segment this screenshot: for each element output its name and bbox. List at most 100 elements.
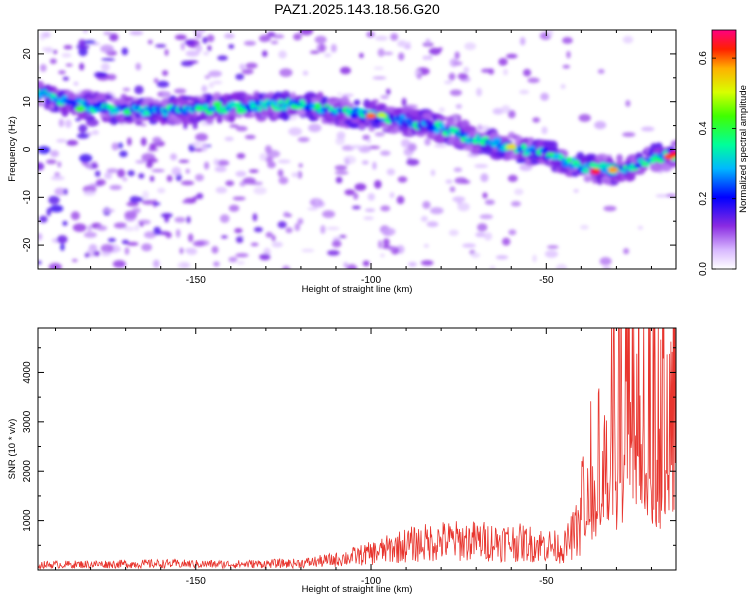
spectrogram-noise-blob [87, 224, 92, 232]
spectrogram-noise-blob [386, 168, 396, 176]
spectrogram-noise-blob [271, 234, 276, 242]
spectrogram-noise-blob [107, 237, 116, 243]
spectrogram-noise-blob [187, 60, 199, 64]
spectrogram-noise-blob [488, 68, 495, 75]
spectrogram-noise-blob [119, 150, 128, 158]
spectrogram-noise-blob [297, 218, 304, 225]
snr-x-tick-label: -100 [361, 576, 381, 587]
spectrogram-noise-blob [157, 187, 166, 194]
spectrogram-noise-blob [373, 66, 384, 70]
spectrogram-noise-blob [48, 262, 62, 269]
spectrogram-noise-blob [50, 150, 60, 158]
spectrogram-noise-blob [196, 193, 204, 200]
spectrogram-noise-blob [354, 183, 367, 191]
spectrogram-noise-blob [211, 246, 219, 254]
spectrogram-noise-blob [470, 252, 481, 258]
spectrogram-noise-blob [398, 52, 405, 61]
spectrogram-noise-blob [501, 105, 511, 114]
spectrogram-noise-blob [228, 256, 238, 263]
spectrogram-noise-blob [179, 247, 184, 255]
spectrogram-noise-blob [109, 33, 119, 42]
spectrogram-noise-blob [152, 259, 160, 268]
spectrogram-y-tick-label: 10 [22, 96, 33, 108]
spectrogram-noise-blob [449, 186, 456, 193]
spectrogram-noise-blob [507, 174, 518, 183]
spectrogram-noise-blob [361, 160, 369, 165]
spectrogram-noise-blob [637, 225, 644, 230]
spectrogram-noise-blob [219, 214, 230, 223]
spectrogram-noise-blob [397, 176, 408, 183]
spectrogram-noise-blob [452, 196, 466, 203]
spectrogram-noise-blob [56, 138, 67, 143]
snr-y-tick-label: 1000 [22, 509, 33, 532]
spectrogram-noise-blob [204, 161, 210, 170]
spectrogram-noise-blob [532, 254, 537, 263]
snr-y-tick-label: 3000 [22, 410, 33, 433]
spectrogram-noise-blob [477, 124, 483, 131]
spectrogram-noise-blob [62, 220, 68, 226]
spectrogram-noise-blob [83, 40, 96, 44]
spectrogram-noise-blob [57, 161, 62, 168]
spectrogram-noise-blob [173, 88, 187, 94]
spectrogram-noise-blob [78, 47, 88, 57]
spectrogram-noise-blob [121, 47, 129, 56]
spectrogram-noise-blob [39, 64, 47, 72]
spectrogram-noise-blob [52, 49, 58, 55]
spectrogram-noise-blob [454, 177, 468, 184]
spectrogram-noise-blob [100, 44, 114, 53]
spectrogram-noise-blob [61, 52, 72, 58]
spectrogram-noise-blob [278, 176, 289, 185]
spectrogram-ridge-core [492, 137, 502, 145]
spectrogram-noise-blob [185, 50, 200, 57]
spectrogram-noise-blob [122, 87, 131, 92]
spectrogram-ridge-core [520, 143, 527, 151]
spectrogram-noise-blob [127, 170, 135, 177]
spectrogram-ridge-halo [353, 99, 361, 106]
spectrogram-noise-blob [406, 158, 420, 166]
spectrogram-noise-blob [299, 30, 314, 36]
spectrogram-noise-blob [422, 201, 431, 209]
spectrogram-noise-blob [416, 73, 422, 80]
spectrogram-noise-blob [457, 202, 470, 212]
spectrogram-ridge-halo [616, 154, 623, 164]
spectrogram-noise-blob [111, 142, 119, 151]
spectrogram-noise-blob [562, 37, 573, 44]
spectrogram-noise-blob [301, 248, 315, 253]
colorbar-tick-label: 0.0 [698, 262, 709, 276]
spectrogram-noise-blob [308, 123, 322, 133]
spectrogram-noise-blob [60, 243, 65, 251]
spectrogram-noise-blob [271, 241, 283, 248]
spectrogram-ridge-core [633, 163, 642, 169]
spectrogram-peak [506, 143, 517, 150]
spectrogram-noise-blob [141, 199, 156, 205]
spectrogram-noise-blob [544, 250, 559, 258]
spectrogram-noise-blob [166, 174, 173, 182]
spectrogram-noise-blob [285, 227, 293, 234]
spectrogram-noise-blob [113, 222, 127, 229]
spectrogram-y-tick-label: -20 [22, 237, 33, 252]
spectrogram-noise-blob [54, 187, 66, 196]
spectrogram-noise-blob [385, 88, 391, 95]
spectrogram-peak [669, 151, 676, 158]
spectrogram-noise-blob [204, 75, 211, 80]
spectrogram-noise-blob [42, 31, 51, 38]
spectrogram-noise-blob [474, 164, 489, 169]
spectrogram-ridge-halo [595, 153, 610, 163]
spectrogram-noise-blob [396, 195, 405, 205]
spectrogram-noise-blob [38, 162, 45, 171]
spectrogram-noise-blob [65, 119, 72, 128]
spectrogram-noise-blob [353, 192, 359, 200]
spectrogram-noise-blob [213, 158, 219, 166]
spectrogram-noise-blob [291, 172, 300, 178]
spectrogram-noise-blob [50, 175, 65, 181]
spectrogram-noise-blob [56, 235, 68, 244]
spectrogram-noise-blob [555, 263, 568, 269]
spectrogram-ridge-halo [422, 112, 435, 120]
spectrogram-noise-blob [505, 53, 518, 59]
spectrogram-noise-blob [208, 70, 222, 78]
spectrogram-noise-blob [122, 177, 128, 182]
spectrogram-noise-blob [277, 169, 284, 177]
spectrogram-x-tick-label: -150 [186, 275, 206, 286]
spectrogram-noise-blob [522, 68, 532, 77]
spectrogram-ridge-halo [243, 113, 255, 118]
